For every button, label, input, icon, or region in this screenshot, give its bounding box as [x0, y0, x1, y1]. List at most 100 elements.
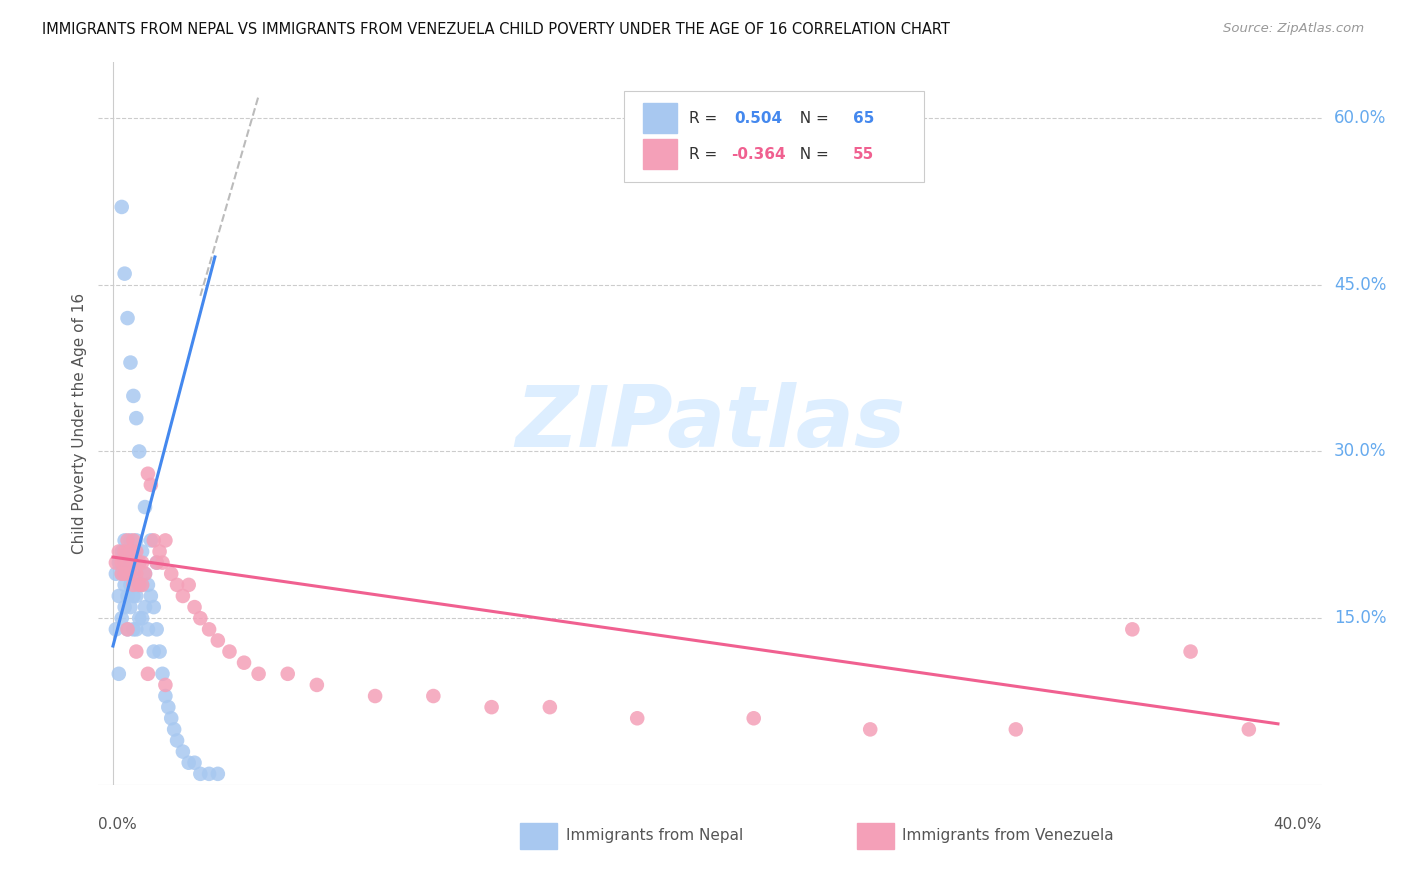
- Point: [142, 533, 165, 548]
- Point: [122, 578, 145, 592]
- Point: [125, 566, 148, 581]
- Point: [145, 556, 167, 570]
- Point: [131, 578, 153, 592]
- Point: [114, 267, 136, 281]
- Point: [305, 678, 328, 692]
- Text: R =: R =: [689, 146, 723, 161]
- Point: [1004, 723, 1026, 737]
- Point: [1237, 723, 1260, 737]
- Point: [117, 589, 139, 603]
- Point: [149, 644, 172, 658]
- Point: [172, 589, 194, 603]
- Point: [183, 756, 205, 770]
- Point: [122, 533, 145, 548]
- Point: [125, 411, 148, 425]
- Y-axis label: Child Poverty Under the Age of 16: Child Poverty Under the Age of 16: [72, 293, 87, 554]
- Point: [122, 556, 145, 570]
- Point: [122, 544, 145, 558]
- Point: [111, 200, 134, 214]
- Point: [128, 578, 150, 592]
- Point: [117, 566, 139, 581]
- Point: [117, 623, 139, 637]
- Text: Immigrants from Venezuela: Immigrants from Venezuela: [903, 828, 1114, 843]
- Text: 60.0%: 60.0%: [1334, 109, 1386, 127]
- Point: [198, 623, 221, 637]
- Point: [149, 544, 172, 558]
- Point: [122, 566, 145, 581]
- Point: [218, 644, 240, 658]
- Point: [117, 544, 139, 558]
- Point: [120, 355, 142, 369]
- Point: [742, 711, 765, 725]
- Point: [233, 656, 256, 670]
- Point: [207, 633, 229, 648]
- Point: [160, 711, 183, 725]
- Point: [111, 544, 134, 558]
- Point: [111, 556, 134, 570]
- Bar: [520, 822, 557, 848]
- Point: [117, 311, 139, 326]
- Point: [128, 556, 150, 570]
- Point: [128, 444, 150, 458]
- Text: Immigrants from Nepal: Immigrants from Nepal: [565, 828, 742, 843]
- Point: [131, 611, 153, 625]
- Point: [117, 556, 139, 570]
- Point: [145, 623, 167, 637]
- Point: [128, 556, 150, 570]
- Point: [155, 689, 177, 703]
- Point: [177, 578, 200, 592]
- Point: [139, 478, 162, 492]
- Point: [108, 666, 131, 681]
- Point: [277, 666, 299, 681]
- Point: [108, 556, 131, 570]
- Text: IMMIGRANTS FROM NEPAL VS IMMIGRANTS FROM VENEZUELA CHILD POVERTY UNDER THE AGE O: IMMIGRANTS FROM NEPAL VS IMMIGRANTS FROM…: [42, 22, 950, 37]
- Point: [111, 566, 134, 581]
- Point: [111, 566, 134, 581]
- Bar: [643, 103, 678, 133]
- Point: [172, 745, 194, 759]
- Point: [108, 589, 131, 603]
- Point: [125, 589, 148, 603]
- Point: [134, 500, 156, 514]
- Point: [134, 566, 156, 581]
- Point: [163, 723, 186, 737]
- Point: [128, 578, 150, 592]
- Point: [1121, 623, 1143, 637]
- Point: [125, 544, 148, 558]
- Point: [131, 544, 153, 558]
- Point: [538, 700, 561, 714]
- Bar: [856, 822, 894, 848]
- Text: N =: N =: [790, 111, 834, 126]
- Point: [134, 600, 156, 615]
- Point: [145, 556, 167, 570]
- Point: [136, 578, 159, 592]
- Point: [139, 533, 162, 548]
- Text: 40.0%: 40.0%: [1274, 817, 1322, 832]
- Text: ZIPatlas: ZIPatlas: [515, 382, 905, 466]
- Point: [139, 589, 162, 603]
- Point: [117, 533, 139, 548]
- Point: [120, 556, 142, 570]
- Point: [422, 689, 444, 703]
- Point: [120, 544, 142, 558]
- Point: [120, 533, 142, 548]
- Point: [125, 623, 148, 637]
- Point: [131, 578, 153, 592]
- Point: [125, 533, 148, 548]
- Point: [142, 600, 165, 615]
- Point: [183, 600, 205, 615]
- Point: [104, 566, 127, 581]
- Point: [117, 623, 139, 637]
- Point: [160, 566, 183, 581]
- Point: [136, 666, 159, 681]
- Point: [114, 600, 136, 615]
- Point: [128, 611, 150, 625]
- Point: [122, 589, 145, 603]
- Point: [142, 644, 165, 658]
- Text: 0.504: 0.504: [734, 111, 783, 126]
- Point: [166, 578, 188, 592]
- Text: 55: 55: [853, 146, 875, 161]
- Point: [131, 556, 153, 570]
- Point: [247, 666, 270, 681]
- Point: [111, 611, 134, 625]
